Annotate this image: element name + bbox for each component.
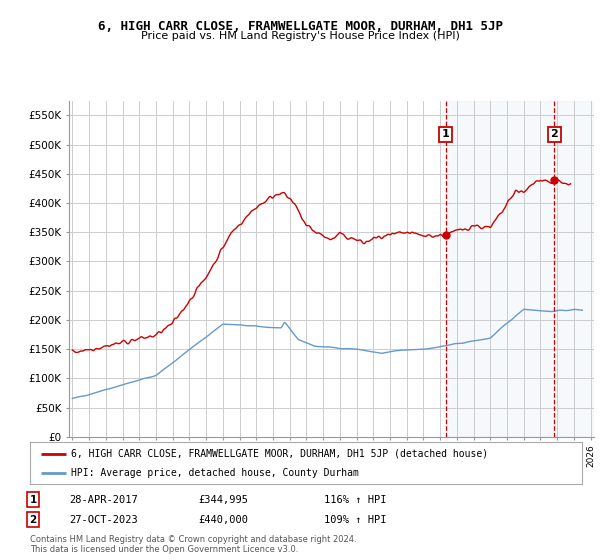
Text: 6, HIGH CARR CLOSE, FRAMWELLGATE MOOR, DURHAM, DH1 5JP: 6, HIGH CARR CLOSE, FRAMWELLGATE MOOR, D… [97,20,503,32]
Text: 1: 1 [29,494,37,505]
Text: 6, HIGH CARR CLOSE, FRAMWELLGATE MOOR, DURHAM, DH1 5JP (detached house): 6, HIGH CARR CLOSE, FRAMWELLGATE MOOR, D… [71,449,488,459]
Bar [446,101,594,437]
Text: 2: 2 [550,129,558,139]
Text: 2: 2 [29,515,37,525]
Text: 1: 1 [442,129,449,139]
Text: 28-APR-2017: 28-APR-2017 [69,494,138,505]
Text: HPI: Average price, detached house, County Durham: HPI: Average price, detached house, Coun… [71,468,359,478]
Text: Price paid vs. HM Land Registry's House Price Index (HPI): Price paid vs. HM Land Registry's House … [140,31,460,41]
Text: Contains HM Land Registry data © Crown copyright and database right 2024.
This d: Contains HM Land Registry data © Crown c… [30,535,356,554]
Text: 109% ↑ HPI: 109% ↑ HPI [324,515,386,525]
Text: 27-OCT-2023: 27-OCT-2023 [69,515,138,525]
Text: 116% ↑ HPI: 116% ↑ HPI [324,494,386,505]
Text: £344,995: £344,995 [198,494,248,505]
Text: £440,000: £440,000 [198,515,248,525]
